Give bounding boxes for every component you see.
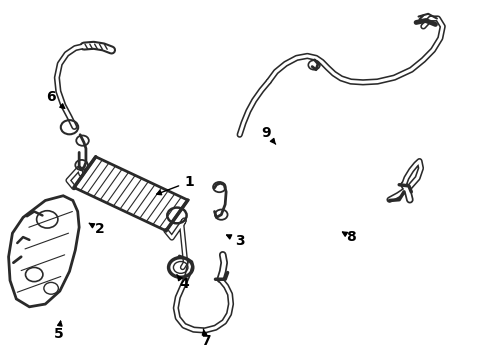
Text: 4: 4 [177, 275, 188, 291]
Text: 6: 6 [46, 90, 64, 108]
Text: 5: 5 [53, 321, 63, 341]
Text: 2: 2 [89, 222, 104, 236]
Text: 8: 8 [342, 230, 355, 244]
Text: 9: 9 [261, 126, 275, 144]
Text: 1: 1 [156, 175, 193, 195]
Text: 3: 3 [226, 234, 244, 248]
Text: 7: 7 [201, 329, 210, 348]
